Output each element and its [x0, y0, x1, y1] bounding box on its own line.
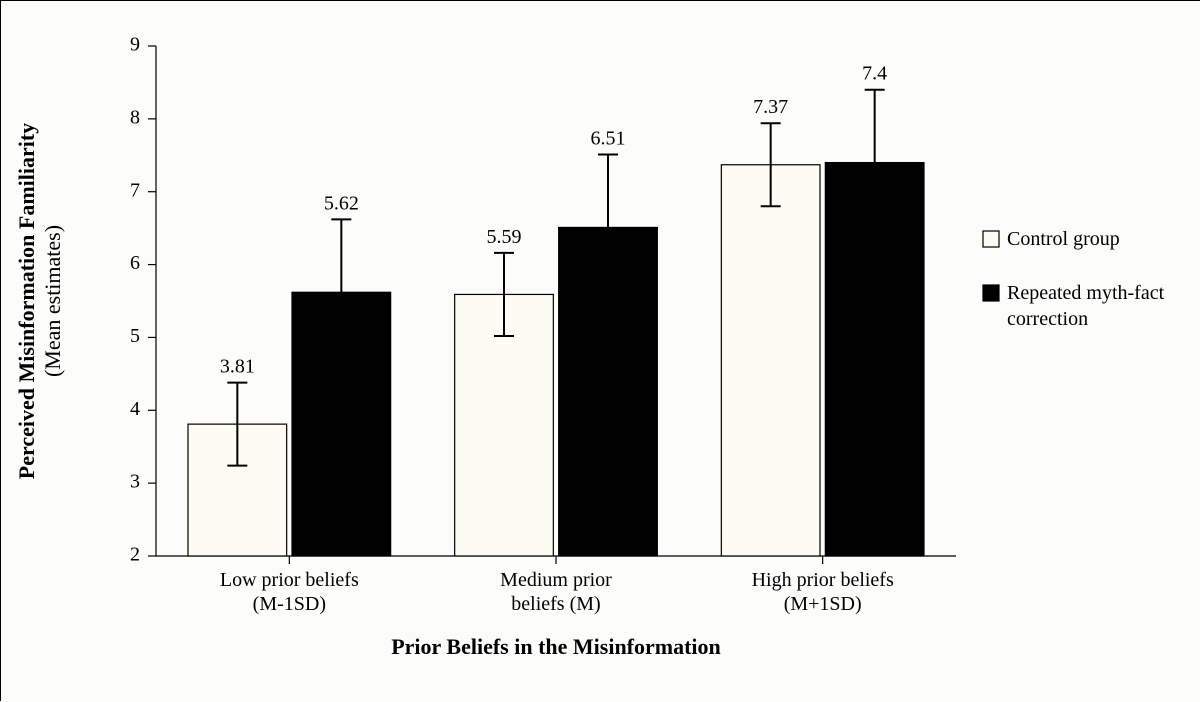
legend-swatch	[983, 285, 999, 301]
x-category-line2: (M-1SD)	[253, 593, 326, 615]
value-label: 6.51	[591, 128, 626, 150]
value-label: 7.4	[862, 63, 887, 85]
y-tick-label: 3	[130, 471, 140, 493]
x-category-line1: Low prior beliefs	[220, 569, 359, 591]
value-label: 5.62	[324, 192, 359, 214]
y-tick-label: 4	[130, 398, 140, 420]
value-label: 3.81	[220, 356, 255, 378]
y-tick-label: 2	[130, 544, 140, 566]
x-axis-title: Prior Beliefs in the Misinformation	[391, 634, 721, 659]
legend-swatch	[983, 231, 999, 247]
x-category-line2: (M+1SD)	[784, 593, 862, 615]
value-label: 7.37	[753, 96, 788, 118]
y-tick-label: 9	[130, 34, 140, 56]
chart-container: 2 3 4 5 6 7 8 9 Low prior beliefs(M-1SD) Medium p…	[0, 0, 1200, 701]
x-category-line1: High prior beliefs	[752, 569, 894, 591]
svg-text:(Mean estimates): (Mean estimates)	[40, 225, 65, 377]
x-category-line2: beliefs (M)	[511, 593, 600, 615]
x-category-line1: Medium prior	[500, 569, 612, 591]
y-tick-label: 7	[130, 179, 140, 201]
legend-label: Repeated myth-fact	[1007, 282, 1165, 304]
svg-text:Perceived Misinformation Famil: Perceived Misinformation Familiarity	[14, 123, 39, 479]
y-tick-label: 5	[130, 325, 140, 347]
value-label: 5.59	[487, 226, 522, 248]
legend-label: Control group	[1007, 228, 1120, 250]
y-tick-label: 8	[130, 106, 140, 128]
bar-chart: 2 3 4 5 6 7 8 9 Low prior beliefs(M-1SD) Medium p…	[1, 1, 1200, 702]
legend-label: correction	[1007, 308, 1088, 330]
y-tick-label: 6	[130, 252, 140, 274]
bar	[721, 165, 820, 556]
